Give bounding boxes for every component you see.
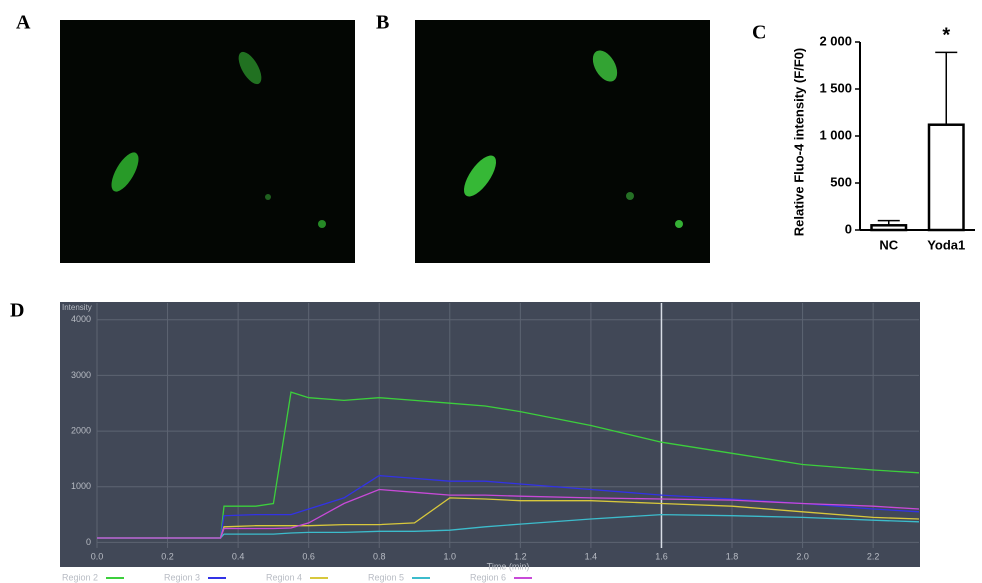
x-tick-label: 1.6 xyxy=(655,551,668,561)
micrograph-a xyxy=(60,20,355,263)
x-tick-label: 2.2 xyxy=(867,551,880,561)
bar xyxy=(927,123,965,232)
y-tick-label: 500 xyxy=(830,174,852,189)
x-tick-label: 0.2 xyxy=(161,551,174,561)
legend-label: Region 4 xyxy=(266,572,302,582)
panel-label: D xyxy=(10,300,24,322)
y-tick-label: 1 500 xyxy=(819,80,852,95)
x-tick-label: Yoda1 xyxy=(927,237,965,252)
y-tick-label: 1000 xyxy=(71,481,91,491)
legend-label: Region 6 xyxy=(470,572,506,582)
x-tick-label: 1.2 xyxy=(514,551,527,561)
bar xyxy=(870,224,908,232)
legend-label: Region 5 xyxy=(368,572,404,582)
x-tick-label: 0.8 xyxy=(373,551,386,561)
panel-label: A xyxy=(16,12,31,34)
micrograph-b xyxy=(415,20,710,263)
y-tick-label: 2000 xyxy=(71,425,91,435)
x-tick-label: 1.0 xyxy=(444,551,457,561)
x-tick-label: NC xyxy=(879,237,898,252)
y-tick-label: 0 xyxy=(86,537,91,547)
y-tick-label: 0 xyxy=(845,221,852,236)
y-tick-label: 3000 xyxy=(71,370,91,380)
series-line xyxy=(97,497,920,539)
series-line xyxy=(97,513,920,539)
x-tick-label: 2.0 xyxy=(796,551,809,561)
x-tick-label: 0.4 xyxy=(232,551,245,561)
legend-label: Region 2 xyxy=(62,572,98,582)
panel-label: B xyxy=(376,12,389,34)
x-tick-label: 0.0 xyxy=(91,551,104,561)
series-line xyxy=(97,474,920,539)
y-tick-label: 1 000 xyxy=(819,127,852,142)
plot-background xyxy=(97,303,919,548)
y-tick-label: 2 000 xyxy=(819,33,852,48)
legend-label: Region 3 xyxy=(164,572,200,582)
series-line xyxy=(97,488,920,539)
x-tick-label: 1.4 xyxy=(585,551,598,561)
x-tick-label: 0.6 xyxy=(302,551,315,561)
x-axis-label: Time (min) xyxy=(487,561,530,571)
y-tick-label: 4000 xyxy=(71,314,91,324)
series-line xyxy=(97,391,920,539)
x-tick-label: 1.8 xyxy=(726,551,739,561)
y-axis-label: Relative Fluo-4 intensity (F/F0) xyxy=(791,48,806,237)
panel-label: C xyxy=(752,22,766,44)
annotation: * xyxy=(942,25,950,47)
y-axis-label: Intensity xyxy=(62,303,92,312)
